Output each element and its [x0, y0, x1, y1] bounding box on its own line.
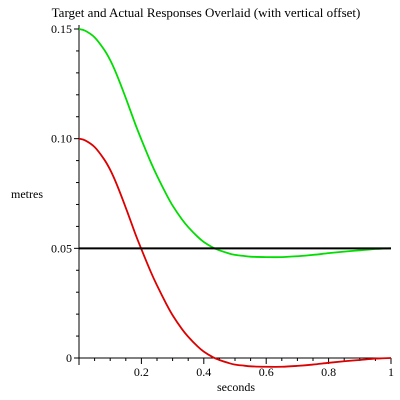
target-line: [78, 28, 392, 259]
y-tick-label: 0.10: [51, 132, 72, 146]
y-tick-label: 0.15: [51, 22, 72, 36]
x-axis-label: seconds: [217, 380, 255, 394]
x-tick-label: 0.6: [259, 365, 274, 379]
y-tick-label: 0: [66, 351, 72, 365]
y-tick-label: 0.05: [51, 241, 72, 255]
chart-title: Target and Actual Responses Overlaid (wi…: [52, 5, 361, 20]
plot-area: 0 0.05 0.10 0.15 0.2 0.4 0.6 0.8 1: [51, 22, 394, 379]
y-axis-label: metres: [11, 187, 43, 201]
x-tick-label: 0.4: [196, 365, 211, 379]
actual-response-line: [78, 137, 392, 368]
x-tick-label: 0.8: [321, 365, 336, 379]
x-tick-label: 0.2: [134, 365, 149, 379]
x-tick-label: 1: [388, 365, 394, 379]
